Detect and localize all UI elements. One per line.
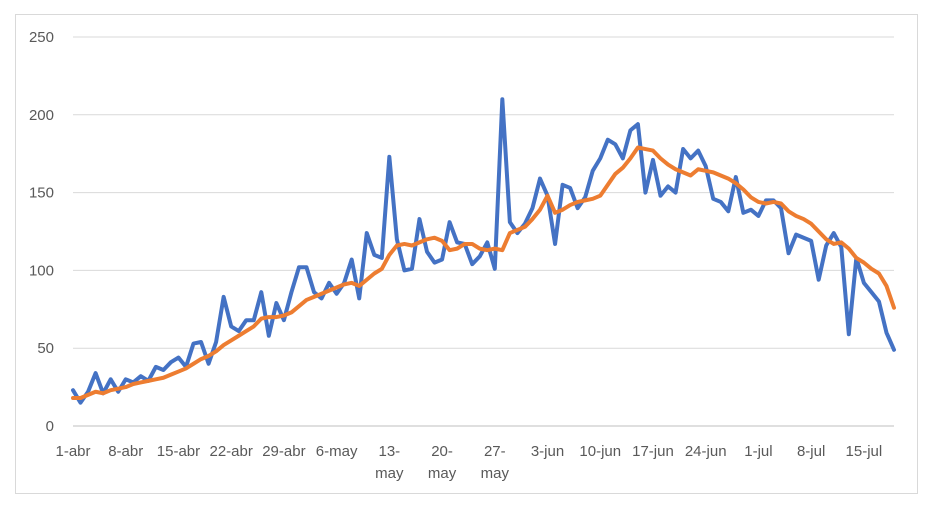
y-tick-label: 0 <box>46 418 54 435</box>
x-tick-label: 10-jun <box>579 443 621 460</box>
x-tick-label: 1-jul <box>744 443 772 460</box>
x-tick-label: 1-abr <box>55 443 90 460</box>
series-group <box>71 97 896 405</box>
x-tick-label: 15-abr <box>157 443 200 460</box>
y-tick-label: 50 <box>37 340 54 357</box>
x-tick-label: 8-jul <box>797 443 825 460</box>
y-tick-label: 200 <box>29 107 54 124</box>
x-tick-label: 8-abr <box>108 443 143 460</box>
x-tick-label: 22-abr <box>209 443 252 460</box>
y-tick-label: 100 <box>29 262 54 279</box>
x-tick-label: may <box>428 465 457 482</box>
x-tick-label: 3-jun <box>531 443 564 460</box>
x-tick-label: 13- <box>379 443 401 460</box>
x-tick-label: 24-jun <box>685 443 727 460</box>
x-tick-label: 6-may <box>316 443 358 460</box>
x-tick-label: may <box>481 465 510 482</box>
gridlines <box>73 36 894 427</box>
x-tick-label: 15-jul <box>846 443 883 460</box>
x-tick-label: 17-jun <box>632 443 674 460</box>
series-line-average <box>71 145 896 400</box>
x-tick-label: 20- <box>431 443 453 460</box>
x-tick-label: 29-abr <box>262 443 305 460</box>
y-tick-label: 250 <box>29 29 54 46</box>
y-tick-label: 150 <box>29 185 54 202</box>
x-tick-label: may <box>375 465 404 482</box>
x-tick-label: 27- <box>484 443 506 460</box>
x-axis: 1-abr 8-abr 15-abr 22-abr 29-abr 6-may 13- may 2… <box>55 443 882 482</box>
y-axis: 0 50 100 150 200 250 <box>29 29 54 435</box>
